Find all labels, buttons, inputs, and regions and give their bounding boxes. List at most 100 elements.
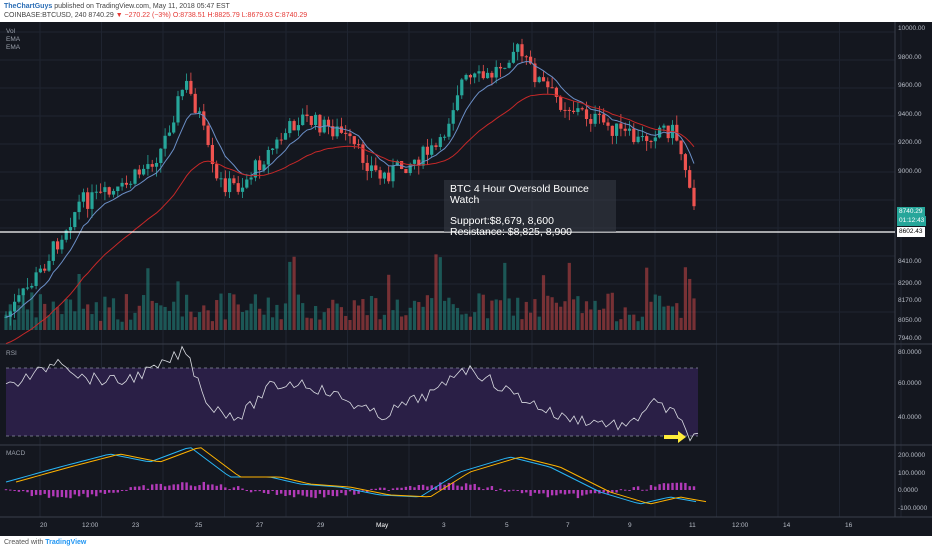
volume-bar xyxy=(550,297,554,330)
macd-histogram-bar xyxy=(602,490,605,493)
macd-histogram-bar xyxy=(168,485,171,490)
macd-histogram-bar xyxy=(361,489,365,491)
volume-bar xyxy=(494,299,498,330)
publish-info: published on TradingView.com, May 11, 20… xyxy=(54,3,230,10)
price-chart[interactable] xyxy=(0,22,932,536)
macd-histogram-bar xyxy=(125,489,128,491)
macd-indicator-label[interactable]: MACD xyxy=(6,450,26,457)
macd-histogram-bar xyxy=(658,484,661,490)
annotation-box[interactable]: BTC 4 Hour Oversold Bounce Watch Support… xyxy=(444,180,616,238)
macd-histogram-bar xyxy=(581,490,584,496)
time-axis-label: 7 xyxy=(566,522,570,529)
macd-histogram-bar xyxy=(95,490,98,497)
candlestick xyxy=(13,301,17,312)
candlestick xyxy=(438,137,442,147)
volume-bar xyxy=(567,262,571,330)
candlestick xyxy=(236,183,240,192)
macd-histogram-bar xyxy=(533,490,537,493)
volume-bar xyxy=(507,298,511,330)
volume-bar xyxy=(692,298,696,330)
volume-bar xyxy=(374,298,378,330)
oversold-arrow-icon xyxy=(664,431,686,443)
candlestick xyxy=(615,123,619,136)
ema-indicator-label[interactable]: EMA xyxy=(6,36,21,43)
macd-histogram-bar xyxy=(318,490,322,494)
macd-histogram-bar xyxy=(331,490,334,497)
candlestick xyxy=(546,81,550,88)
chart-area[interactable]: Vol EMA EMA RSI MACD BTC 4 Hour Oversold… xyxy=(0,22,932,536)
macd-histogram-bar xyxy=(82,490,85,494)
macd-histogram-bar xyxy=(22,490,25,492)
volume-bar xyxy=(17,305,21,330)
candlestick xyxy=(133,169,137,184)
candlestick xyxy=(25,287,30,289)
author-link[interactable]: TheChartGuys xyxy=(4,3,53,10)
macd-histogram-bar xyxy=(434,486,438,490)
volume-bar xyxy=(395,299,399,330)
price-axis-label: 8410.00 xyxy=(898,258,922,265)
macd-histogram-bar xyxy=(649,485,653,490)
tradingview-logo[interactable]: TradingView xyxy=(45,539,87,546)
volume-bar xyxy=(559,306,563,330)
candlestick xyxy=(550,87,554,89)
macd-histogram-bar xyxy=(387,490,390,491)
volume-bar xyxy=(30,292,34,330)
volume-bar xyxy=(683,267,687,330)
volume-bar xyxy=(245,310,249,330)
candlestick xyxy=(279,139,283,141)
volume-indicator-label[interactable]: Vol xyxy=(6,28,16,35)
volume-bar xyxy=(322,312,326,330)
macd-histogram-bar xyxy=(103,490,107,494)
price-axis-label: 8290.00 xyxy=(898,280,922,287)
macd-histogram-bar xyxy=(624,489,627,491)
rsi-indicator-label[interactable]: RSI xyxy=(6,350,17,357)
macd-histogram-bar xyxy=(684,482,687,490)
time-axis-label: 25 xyxy=(195,522,203,529)
candlestick xyxy=(120,182,124,187)
volume-bar xyxy=(271,317,275,330)
candlestick xyxy=(662,125,666,128)
candlestick xyxy=(21,288,25,296)
volume-bar xyxy=(520,319,524,330)
macd-histogram-bar xyxy=(116,490,119,493)
candlestick xyxy=(352,136,356,145)
candlestick xyxy=(38,268,42,273)
candlestick xyxy=(154,162,159,167)
candlestick xyxy=(94,191,98,193)
volume-bar xyxy=(180,316,184,330)
macd-histogram-bar xyxy=(477,487,481,490)
macd-histogram-bar xyxy=(520,490,524,494)
volume-bar xyxy=(481,294,485,330)
candlestick xyxy=(537,77,541,83)
macd-histogram-bar xyxy=(39,490,42,496)
candlestick xyxy=(60,239,64,250)
ema-indicator-label-2[interactable]: EMA xyxy=(6,44,21,51)
candlestick xyxy=(649,141,653,143)
macd-histogram-bar xyxy=(237,486,240,490)
macd-histogram-bar xyxy=(675,482,678,490)
macd-histogram-bar xyxy=(542,490,545,494)
candlestick xyxy=(271,148,275,150)
macd-histogram-bar xyxy=(176,484,180,490)
macd-histogram-bar xyxy=(56,490,59,498)
candlestick xyxy=(640,136,644,138)
candlestick xyxy=(400,161,404,169)
candlestick xyxy=(477,71,481,74)
macd-histogram-bar xyxy=(529,490,532,496)
price-axis-label: 8050.00 xyxy=(898,317,922,324)
volume-bar xyxy=(421,306,425,330)
volume-bar xyxy=(21,292,25,330)
candlestick xyxy=(314,114,318,125)
volume-bar xyxy=(25,309,30,330)
candlestick xyxy=(8,311,12,317)
macd-histogram-bar xyxy=(495,490,498,491)
candlestick xyxy=(296,125,300,131)
candlestick xyxy=(30,285,34,288)
macd-histogram-bar xyxy=(538,490,541,494)
candlestick xyxy=(572,110,576,112)
macd-histogram-bar xyxy=(628,490,631,491)
volume-bar xyxy=(541,275,546,330)
candlestick xyxy=(180,89,184,97)
volume-bar xyxy=(262,314,266,330)
candlestick xyxy=(262,164,266,171)
